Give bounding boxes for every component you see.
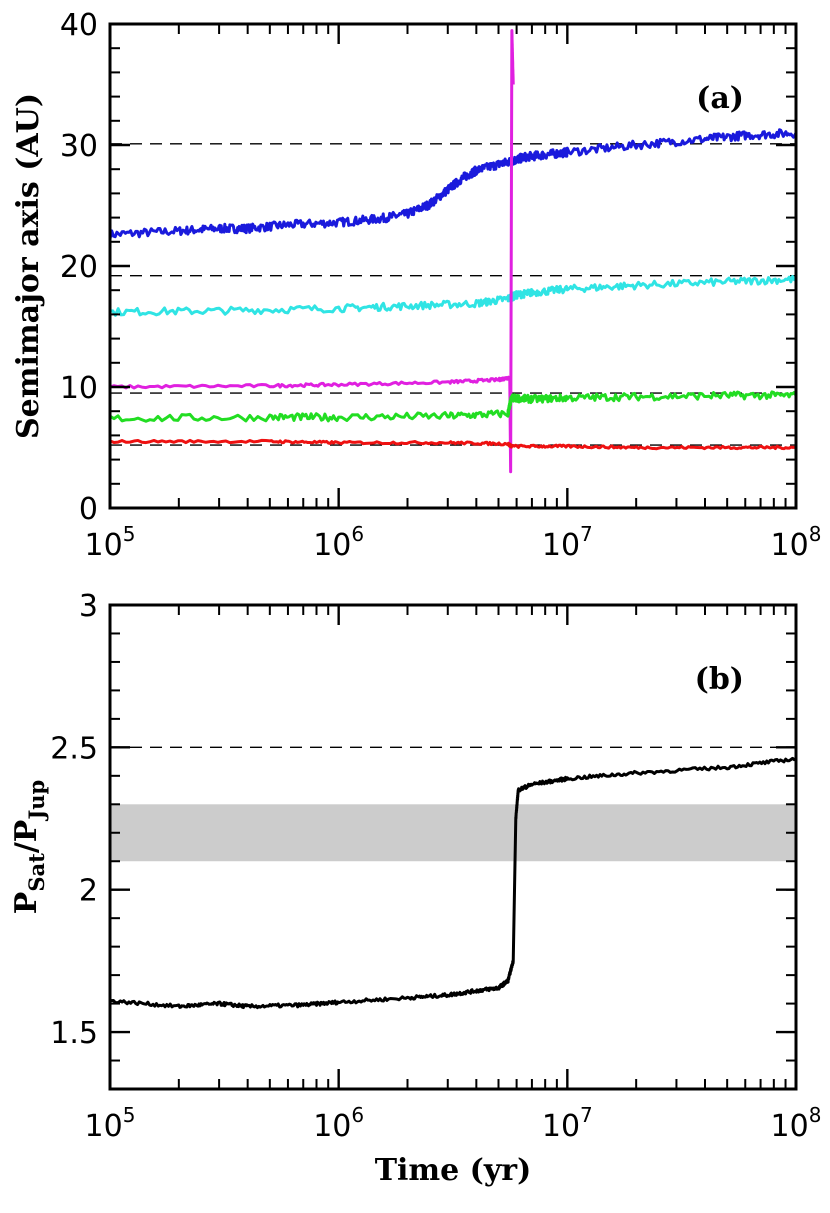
- x-tick-exp: 6: [351, 1103, 364, 1127]
- x-tick-base: 10: [771, 528, 809, 563]
- x-tick-base: 10: [542, 528, 580, 563]
- x-tick-label: 107: [542, 1103, 593, 1144]
- y-tick-label: 3: [79, 589, 98, 624]
- y-title-sub1: Sat: [24, 853, 49, 892]
- panel-b-x-axis-title: Time (yr): [375, 1153, 532, 1188]
- panel-a-label: (a): [696, 81, 744, 116]
- x-tick-base: 10: [85, 528, 123, 563]
- x-tick-label: 108: [771, 1103, 822, 1144]
- panel-b-shaded-band: [110, 804, 796, 862]
- panel-a-frame: [108, 22, 798, 510]
- x-tick-base: 10: [313, 528, 351, 563]
- y-tick-label: 2: [79, 874, 98, 909]
- y-tick-label: 10: [60, 371, 98, 406]
- y-tick-label: 2.5: [50, 731, 98, 766]
- panel-a-y-axis-title: Semimajor axis (AU): [11, 93, 46, 439]
- x-tick-exp: 5: [123, 1103, 136, 1127]
- y-tick-label: 1.5: [50, 1016, 98, 1051]
- x-tick-label: 105: [85, 522, 136, 563]
- series-line: [109, 274, 797, 317]
- y-tick-label: 0: [79, 492, 98, 527]
- panel-b-y-axis-title: PSat/PJup: [9, 780, 49, 914]
- x-tick-exp: 8: [809, 1103, 822, 1127]
- y-title-slash-p2: /P: [9, 820, 44, 854]
- x-tick-base: 10: [771, 1109, 809, 1144]
- series-line: [109, 29, 515, 474]
- panel-b-label: (b): [695, 662, 744, 697]
- panel-b-series: [109, 756, 797, 1010]
- panel-b-frame: [108, 603, 798, 1091]
- panel-a-series: [108, 29, 798, 474]
- x-tick-label: 106: [313, 522, 364, 563]
- x-tick-base: 10: [85, 1109, 123, 1144]
- series-line: [109, 390, 798, 423]
- y-tick-label: 30: [60, 129, 98, 164]
- series-line: [109, 438, 797, 451]
- x-tick-base: 10: [542, 1109, 580, 1144]
- x-tick-exp: 7: [580, 1103, 593, 1127]
- x-tick-exp: 6: [351, 522, 364, 546]
- series-line: [108, 128, 798, 240]
- resonance-band: [110, 804, 796, 862]
- x-tick-exp: 7: [580, 522, 593, 546]
- x-tick-exp: 8: [809, 522, 822, 546]
- x-tick-exp: 5: [123, 522, 136, 546]
- x-tick-label: 106: [313, 1103, 364, 1144]
- y-tick-label: 20: [60, 250, 98, 285]
- y-title-sub2: Jup: [24, 780, 49, 822]
- y-tick-label: 40: [60, 8, 98, 43]
- x-tick-label: 105: [85, 1103, 136, 1144]
- x-tick-base: 10: [313, 1109, 351, 1144]
- x-tick-label: 107: [542, 522, 593, 563]
- series-line: [109, 756, 797, 1010]
- y-title-p1: P: [9, 892, 44, 915]
- x-tick-label: 108: [771, 522, 822, 563]
